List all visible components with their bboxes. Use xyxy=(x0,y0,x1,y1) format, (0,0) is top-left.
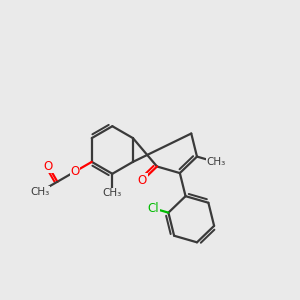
Text: CH₃: CH₃ xyxy=(206,157,225,167)
Text: O: O xyxy=(138,174,147,187)
Text: CH₃: CH₃ xyxy=(30,187,50,197)
Text: O: O xyxy=(44,160,53,173)
Text: O: O xyxy=(70,165,80,178)
Text: Cl: Cl xyxy=(148,202,159,215)
Text: CH₃: CH₃ xyxy=(103,188,122,198)
